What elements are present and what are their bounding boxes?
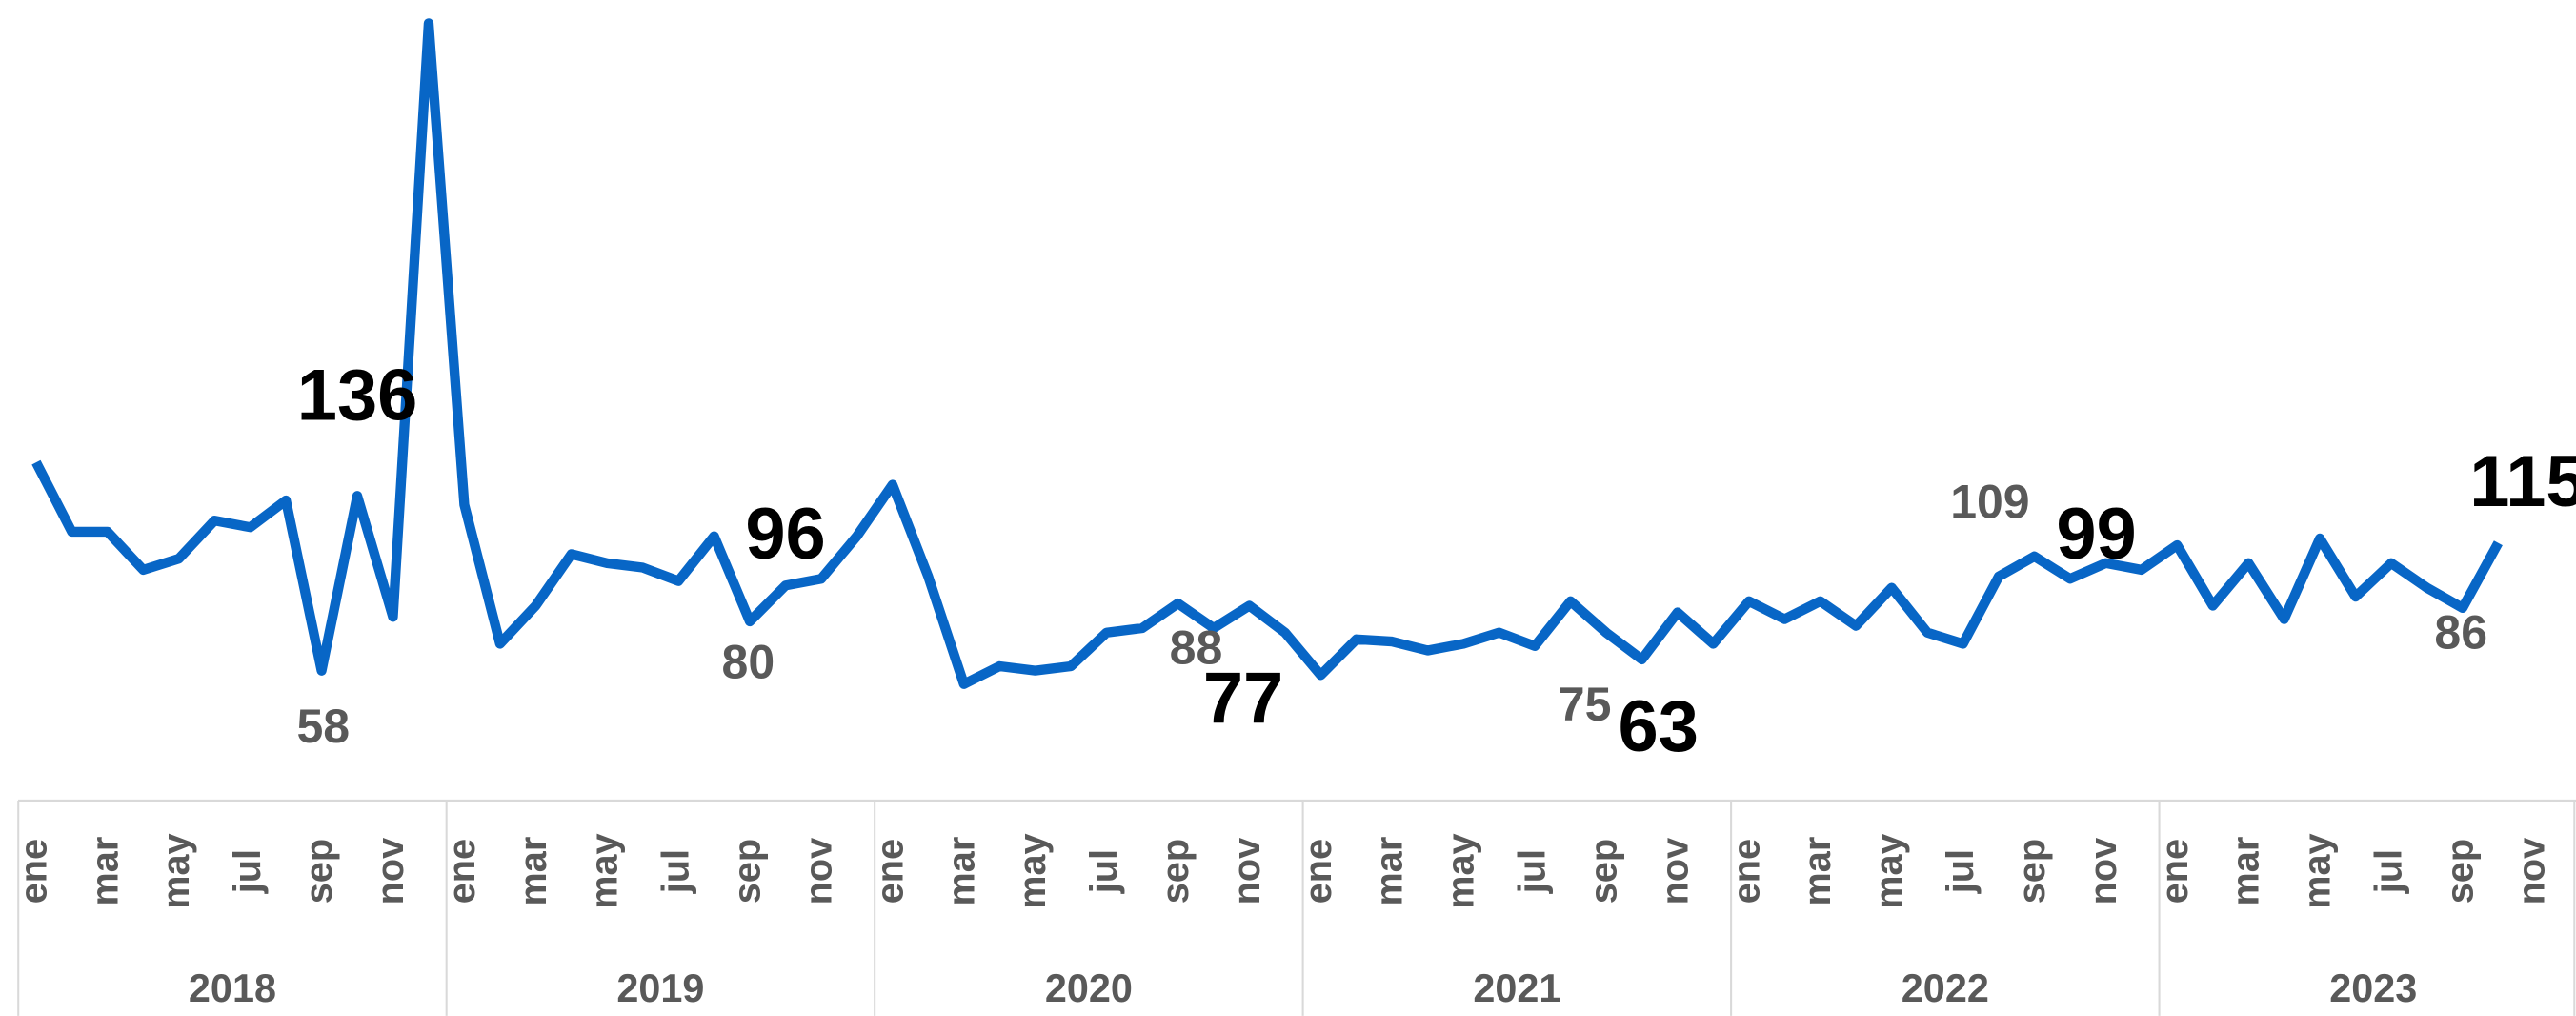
x-tick-label: nov [797, 838, 839, 905]
data-label: 96 [745, 494, 825, 575]
x-tick-label: nov [2083, 838, 2124, 905]
group-label: 2022 [1902, 966, 1989, 1010]
data-label: 86 [2434, 605, 2487, 659]
x-tick-label: ene [1298, 839, 1339, 904]
x-tick-label: mar [2225, 837, 2267, 906]
x-tick-label: nov [1654, 838, 1696, 905]
x-tick-label: may [2297, 833, 2339, 908]
group-label: 2020 [1045, 966, 1133, 1010]
x-tick-label: jul [655, 849, 697, 894]
data-label: 63 [1619, 686, 1699, 767]
data-label: 75 [1559, 678, 1612, 731]
x-tick-label: sep [727, 839, 769, 904]
x-tick-label: jul [2368, 849, 2410, 894]
group-label: 2023 [2329, 966, 2417, 1010]
x-tick-label: jul [1083, 849, 1125, 894]
data-label: 109 [1950, 476, 2029, 529]
x-tick-label: ene [1725, 839, 1767, 904]
x-tick-label: may [155, 833, 197, 908]
x-tick-label: sep [298, 839, 340, 904]
data-label: 88 [1170, 620, 1223, 674]
x-tick-label: jul [227, 849, 269, 894]
data-label: 136 [297, 355, 418, 436]
data-label: 77 [1203, 658, 1283, 739]
x-tick-label: mar [84, 837, 126, 906]
x-tick-label: mar [940, 837, 982, 906]
x-tick-label: ene [869, 839, 911, 904]
x-tick-label: ene [441, 839, 483, 904]
x-tick-label: sep [2439, 839, 2481, 904]
x-tick-label: may [1012, 833, 1054, 908]
x-tick-label: sep [2011, 839, 2053, 904]
x-tick-label: jul [1512, 849, 1554, 894]
x-tick-label: mar [1797, 837, 1839, 906]
group-label: 2019 [616, 966, 704, 1010]
x-tick-label: nov [370, 838, 412, 905]
data-label: 58 [296, 700, 350, 753]
x-tick-label: jul [1940, 849, 1982, 894]
x-tick-label: mar [1369, 837, 1411, 906]
x-tick-label: ene [2154, 839, 2196, 904]
x-tick-label: may [1868, 833, 1910, 908]
data-label: 115 [2469, 441, 2576, 522]
x-tick-label: may [1440, 833, 1482, 908]
x-tick-label: sep [1155, 839, 1197, 904]
data-label: 99 [2056, 494, 2136, 575]
x-tick-label: may [584, 833, 626, 908]
x-tick-label: mar [513, 837, 554, 906]
x-tick-label: nov [2510, 838, 2552, 905]
group-label: 2018 [189, 966, 276, 1010]
group-label: 2021 [1473, 966, 1560, 1010]
x-tick-label: ene [12, 839, 54, 904]
data-label: 80 [722, 636, 775, 689]
series-line [31, 18, 2503, 689]
x-tick-label: nov [1226, 838, 1268, 905]
x-tick-label: sep [1582, 839, 1624, 904]
